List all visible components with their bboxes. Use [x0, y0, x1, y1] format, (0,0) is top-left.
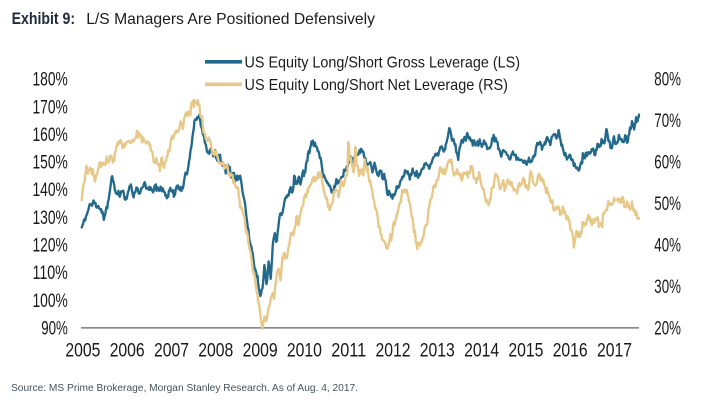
svg-text:2008: 2008 [198, 341, 233, 362]
svg-text:140%: 140% [33, 180, 68, 201]
svg-text:180%: 180% [33, 70, 68, 91]
svg-text:2005: 2005 [65, 341, 100, 362]
svg-text:20%: 20% [654, 318, 681, 339]
svg-text:US Equity Long/Short Gross Lev: US Equity Long/Short Gross Leverage (LS) [245, 55, 521, 72]
svg-text:90%: 90% [41, 318, 68, 339]
svg-text:US Equity Long/Short Net Lever: US Equity Long/Short Net Leverage (RS) [245, 77, 509, 94]
svg-text:160%: 160% [33, 125, 68, 146]
svg-text:100%: 100% [33, 291, 68, 312]
svg-text:2017: 2017 [597, 341, 632, 362]
svg-text:120%: 120% [33, 236, 68, 257]
svg-text:2012: 2012 [376, 341, 411, 362]
svg-text:2009: 2009 [243, 341, 278, 362]
svg-text:70%: 70% [654, 111, 681, 132]
svg-text:170%: 170% [33, 97, 68, 118]
svg-text:130%: 130% [33, 208, 68, 229]
svg-text:150%: 150% [33, 153, 68, 174]
svg-text:Exhibit 9:: Exhibit 9: [12, 10, 76, 28]
svg-text:30%: 30% [654, 277, 681, 298]
svg-text:80%: 80% [654, 70, 681, 91]
svg-text:110%: 110% [33, 263, 68, 284]
svg-text:2010: 2010 [287, 341, 322, 362]
svg-text:2014: 2014 [464, 341, 499, 362]
svg-text:Source: MS Prime Brokerage, Mo: Source: MS Prime Brokerage, Morgan Stanl… [11, 383, 358, 394]
svg-text:2013: 2013 [420, 341, 455, 362]
svg-text:2015: 2015 [508, 341, 543, 362]
svg-text:60%: 60% [654, 153, 681, 174]
svg-text:2007: 2007 [154, 341, 189, 362]
svg-text:2011: 2011 [331, 341, 366, 362]
svg-text:L/S Managers Are Positioned De: L/S Managers Are Positioned Defensively [86, 11, 375, 28]
svg-text:50%: 50% [654, 194, 681, 215]
svg-text:2006: 2006 [110, 341, 145, 362]
svg-text:2016: 2016 [553, 341, 588, 362]
svg-text:40%: 40% [654, 236, 681, 257]
